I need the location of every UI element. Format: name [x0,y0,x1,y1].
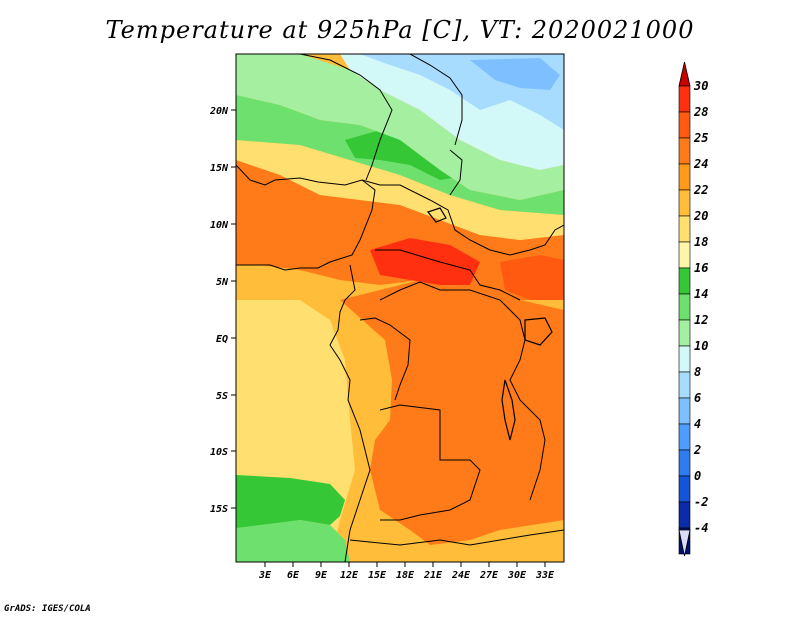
field-blue-northeast [470,58,560,90]
colorbar-swatch [678,449,691,477]
lon-tick-label: 24E [451,570,471,581]
lat-tick-label: 20N [209,106,229,117]
lake-tanganyika-outline [501,379,516,441]
colorbar-label: 22 [693,183,708,197]
lake-victoria-outline [524,317,553,346]
colorbar-swatch [678,215,691,243]
colorbar-swatch [678,189,691,217]
field-lightgreen-south [236,520,350,562]
lon-tick-label: 21E [423,570,443,581]
colorbar-label: -4 [694,521,708,535]
longitude-axis: 3E 6E 9E 12E 15E 18E 21E 24E 27E 30E 33E [258,562,555,581]
colorbar-label: 20 [693,209,708,223]
colorbar-label: 30 [693,79,708,93]
lon-tick-label: 12E [340,570,359,581]
colorbar-label: -2 [694,495,708,509]
colorbar-swatch [678,475,691,503]
field-lightgreen-north [236,54,564,200]
colorbar-swatch [678,501,691,529]
colorbar-swatch [678,371,691,399]
lat-tick-label: EQ [216,334,228,345]
colorbar-swatch [678,111,691,139]
lon-tick-label: 6E [287,570,300,581]
field-dark-orange-north [236,160,564,300]
colorbar-swatch [678,85,691,113]
field-orange-central [340,280,564,545]
colorbar-label: 12 [694,313,708,327]
colorbar-label: 0 [694,469,701,483]
map-title: Temperature at 925hPa [C], VT: 202002100… [105,16,695,44]
colorbar-swatch [678,137,691,165]
colorbar-swatch [678,163,691,191]
grads-credit: GrADS: IGES/COLA [4,604,91,614]
colorbar-label: 24 [693,157,708,171]
colorbar-label: 25 [693,131,708,145]
colorbar-label: 8 [694,365,701,379]
plot-frame [235,53,565,563]
colorbar-swatch [678,241,691,269]
lon-tick-label: 15E [368,570,387,581]
colorbar-label: 28 [693,105,708,119]
colorbar-swatch [678,345,691,373]
field-green-south-atlantic [236,475,345,530]
colorbar-label: 4 [694,417,701,431]
colorbar-label: 2 [693,443,701,457]
lon-tick-label: 27E [479,570,499,581]
colorbar-label: 16 [694,261,708,275]
lat-tick-label: 10S [210,447,228,458]
colorbar-label: 10 [694,339,708,353]
colorbar-top-arrow [678,61,691,87]
colorbar-swatch [678,293,691,321]
colorbar-label: 14 [694,287,708,301]
lake-chad-outline [426,207,447,223]
colorbar-label: 18 [694,235,708,249]
field-yellow-sahel [236,140,564,240]
field-red-east [500,255,564,300]
colorbar-swatch [678,397,691,425]
lon-tick-label: 33E [535,570,555,581]
lat-tick-label: 10N [210,220,229,231]
colorbar-bottom-arrow [678,529,691,557]
colorbar-swatch [678,423,691,451]
plot-area [236,54,564,562]
latitude-axis: 20N 15N 10N 5N EQ 5S 10S 15S [209,106,236,515]
lat-tick-label: 5S [216,391,228,402]
lon-tick-label: 30E [507,570,527,581]
lat-tick-label: 5N [216,277,229,288]
lon-tick-label: 9E [315,570,328,581]
lat-tick-label: 15S [210,504,228,515]
lon-tick-label: 3E [258,570,272,581]
lat-tick-label: 15N [210,163,229,174]
colorbar-swatch [678,319,691,347]
colorbar-swatch [678,267,691,295]
lon-tick-label: 18E [396,570,415,581]
colorbar-label: 6 [694,391,701,405]
